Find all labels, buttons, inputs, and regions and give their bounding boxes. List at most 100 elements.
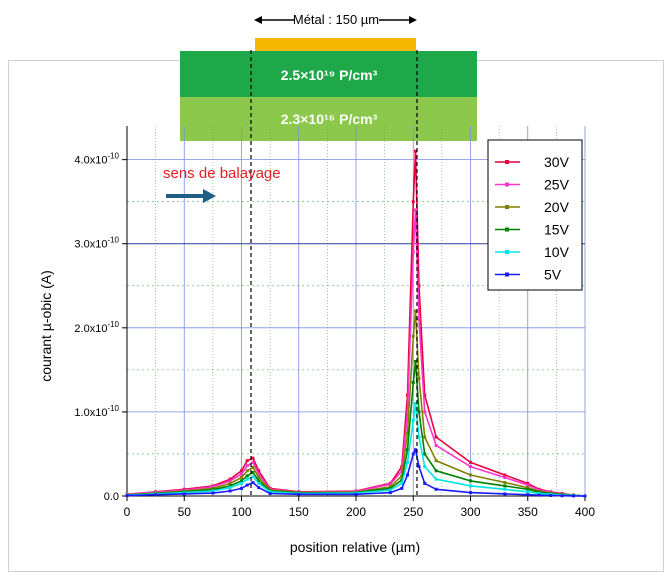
data-point — [257, 481, 261, 485]
x-tick-label: 0 — [124, 505, 131, 519]
data-point — [388, 491, 392, 495]
data-point — [257, 472, 261, 476]
y-axis-label: courant µ-obic (A) — [38, 270, 54, 382]
data-point — [414, 402, 418, 405]
data-point — [406, 431, 410, 435]
data-point — [388, 485, 392, 489]
data-point — [469, 465, 472, 469]
data-point — [400, 486, 404, 490]
data-point — [411, 418, 415, 422]
data-point — [251, 475, 255, 479]
data-point — [537, 493, 541, 497]
layer-top-label: 2.5×10¹⁹ P/cm³ — [281, 67, 378, 83]
data-point — [526, 487, 530, 491]
data-point — [240, 486, 243, 490]
metal-width-arrow-left — [254, 16, 262, 24]
data-point — [411, 452, 415, 456]
x-tick-label: 100 — [231, 505, 251, 519]
legend-swatch-marker — [505, 160, 509, 164]
y-tick-label: 0.0 — [104, 491, 119, 503]
data-point — [240, 481, 243, 485]
y-tick-label: 4.0x10-10 — [74, 152, 119, 167]
layer-bottom-label: 2.3×10¹⁵ P/cm³ — [281, 111, 378, 127]
data-point — [503, 487, 507, 491]
data-point — [434, 487, 438, 491]
data-point — [469, 473, 472, 477]
legend-label: 10V — [544, 244, 570, 260]
data-point — [125, 494, 129, 498]
data-point — [423, 435, 427, 439]
data-point — [434, 435, 438, 439]
data-point — [211, 485, 215, 489]
data-point — [228, 479, 232, 483]
series-line — [126, 310, 586, 497]
data-point — [406, 410, 410, 414]
layer-bottom — [180, 97, 477, 141]
legend-label: 20V — [544, 199, 570, 215]
data-point — [417, 465, 421, 469]
data-point — [228, 486, 232, 490]
data-point — [411, 380, 415, 384]
scan-direction-arrow — [166, 189, 216, 203]
series-line — [126, 209, 586, 497]
data-point — [469, 479, 472, 483]
x-axis-label: position relative (µm) — [290, 539, 420, 555]
data-point — [537, 491, 541, 495]
series-group — [125, 149, 587, 498]
data-point — [526, 486, 530, 490]
series-5V — [125, 448, 587, 498]
x-tick-label: 200 — [346, 505, 366, 519]
data-point — [423, 465, 427, 469]
data-point — [240, 472, 243, 476]
data-point — [434, 459, 438, 463]
series-line — [126, 150, 586, 497]
data-point — [154, 493, 158, 497]
data-point — [411, 250, 415, 254]
x-tick-label: 300 — [460, 505, 480, 519]
series-10V — [125, 402, 587, 498]
data-point — [469, 491, 472, 495]
data-point — [388, 486, 392, 490]
data-point — [417, 435, 421, 439]
data-point — [257, 476, 261, 479]
data-point — [503, 473, 507, 477]
data-point — [503, 484, 507, 488]
data-point — [211, 491, 215, 495]
data-point — [228, 489, 232, 493]
data-point — [414, 359, 418, 363]
x-tick-label: 150 — [289, 505, 309, 519]
legend-swatch-marker — [505, 227, 509, 232]
data-point — [526, 481, 530, 485]
data-point — [388, 488, 392, 492]
data-point — [411, 200, 415, 204]
data-point — [245, 474, 249, 478]
legend-swatch-marker — [505, 182, 509, 187]
data-point — [268, 491, 272, 495]
x-tick-label: 50 — [178, 505, 192, 519]
legend-label: 25V — [544, 177, 570, 193]
data-point — [251, 481, 255, 485]
data-point — [572, 494, 576, 498]
data-point — [240, 479, 243, 483]
legend-label: 15V — [544, 222, 570, 238]
legend-box — [487, 139, 583, 291]
data-point — [211, 489, 215, 493]
data-point — [503, 492, 507, 496]
data-point — [245, 459, 249, 463]
data-point — [417, 317, 421, 321]
y-tick-label: 1.0x10-10 — [74, 404, 119, 419]
data-point — [526, 483, 530, 487]
legend-swatch-marker — [505, 205, 509, 209]
data-point — [251, 465, 255, 469]
data-point — [257, 486, 261, 490]
scan-direction-label: sens de balayage — [163, 165, 281, 182]
y-tick-label: 2.0x10-10 — [74, 320, 119, 335]
legend: 30V 25V 20V 15V 10V 5V — [487, 139, 583, 291]
layer-top — [180, 51, 477, 97]
data-point — [434, 444, 438, 448]
data-point — [268, 490, 272, 494]
data-point — [583, 494, 587, 498]
legend-label: 30V — [544, 154, 570, 170]
data-point — [240, 469, 243, 473]
